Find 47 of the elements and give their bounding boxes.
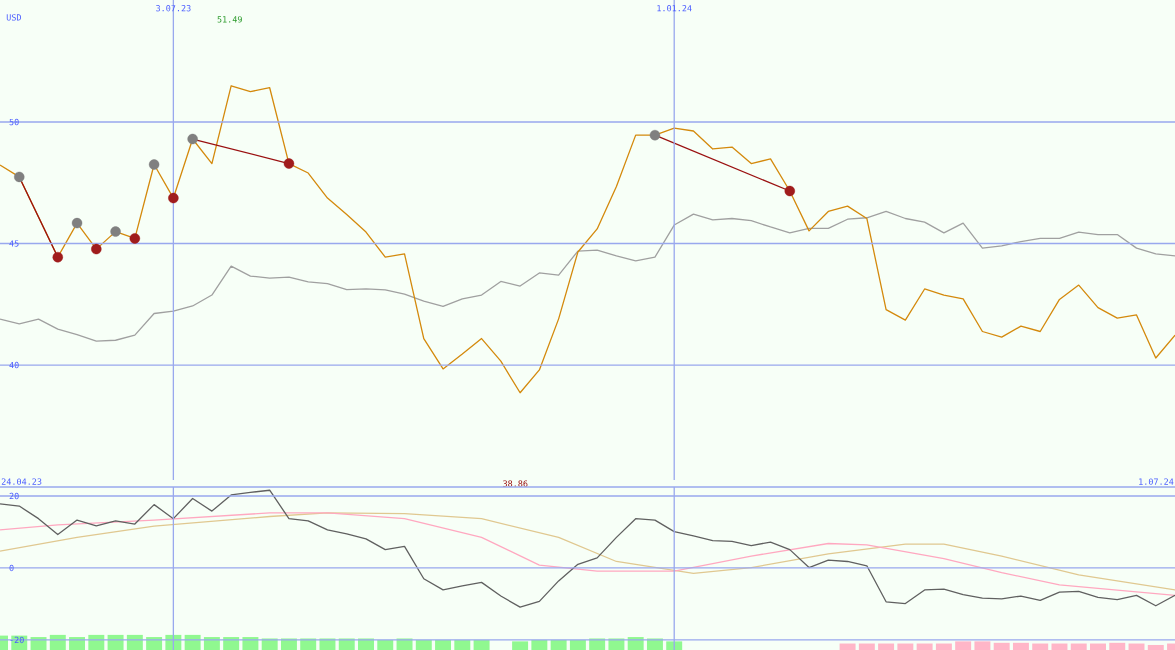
bar (512, 641, 529, 650)
bar (1032, 643, 1049, 650)
point (148, 159, 160, 170)
y-tick-label: 45 (9, 240, 19, 247)
x-tick-label: 1.01.24 (657, 5, 692, 12)
bar (1090, 643, 1106, 650)
point (187, 133, 198, 145)
y-tick-label: 50 (9, 118, 19, 126)
bar (1070, 643, 1087, 650)
bar (897, 643, 914, 650)
bar (839, 643, 856, 650)
point (283, 158, 295, 169)
bar (878, 643, 895, 650)
point (129, 233, 141, 244)
point (52, 251, 63, 263)
bar (666, 641, 683, 650)
y-tick-label: -20 (10, 636, 24, 644)
bar (1147, 644, 1164, 650)
point (784, 185, 795, 197)
line-series (0, 489, 1175, 608)
point (14, 171, 25, 183)
point (71, 217, 83, 229)
annotation: 24.04.23 (1, 478, 42, 485)
bar (935, 643, 952, 650)
bar (1051, 643, 1068, 650)
y-tick-label: 20 (9, 492, 19, 500)
bar (974, 641, 991, 650)
point (110, 226, 121, 237)
y-axis-title: USD (6, 14, 21, 21)
annotation: 1.07.24 (1139, 478, 1174, 485)
bar (955, 641, 972, 650)
point (649, 129, 661, 141)
annotation: 51.49 (217, 16, 242, 23)
line-series (0, 210, 1175, 342)
bar (1128, 643, 1145, 650)
bar (1012, 642, 1029, 650)
bar (993, 642, 1010, 650)
bar (1109, 642, 1126, 650)
y-tick-label: 0 (9, 564, 14, 572)
bar (858, 643, 875, 650)
point (168, 192, 179, 204)
point (91, 243, 102, 255)
x-tick-label: 3.07.23 (156, 5, 191, 12)
text: 38.86 (503, 480, 528, 487)
bar (916, 643, 933, 650)
line-series (0, 85, 1175, 394)
y-tick-label: 40 (9, 361, 19, 369)
